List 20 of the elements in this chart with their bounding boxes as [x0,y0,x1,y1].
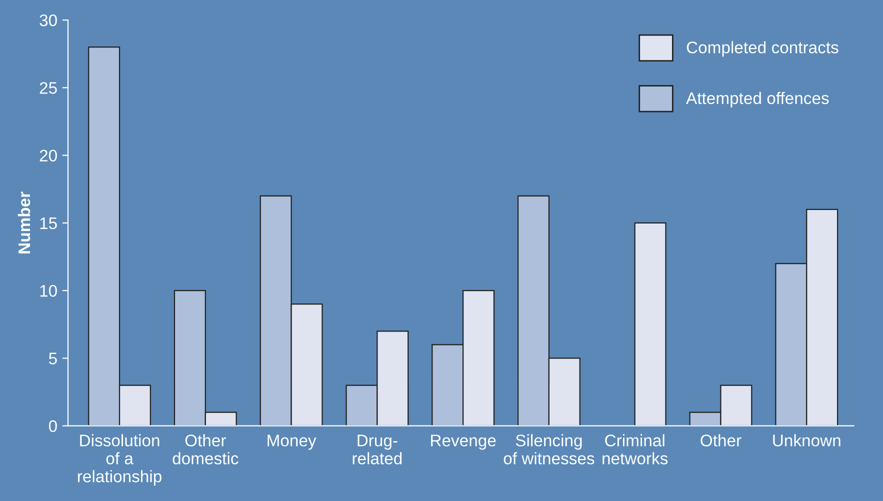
y-tick-label: 30 [40,14,57,26]
y-tick-label: 15 [40,218,57,230]
x-tick-label: Money [268,434,316,450]
x-tick-label: Revenge [431,434,496,450]
y-tick-label: 10 [40,284,57,297]
legend-label: Attempted offences [686,92,829,108]
y-tick-label: 5 [48,352,57,364]
legend-label: Completed contracts [686,41,838,57]
y-tick-label: 20 [40,150,57,162]
x-tick-label: Silencing of witnesses [504,434,594,464]
x-tick-label: Drug- related [352,434,402,464]
x-tick-label: Other [700,434,742,446]
x-tick-label: Criminal networks [602,434,668,464]
bar [634,222,666,426]
x-tick-label: Unknown [773,434,840,446]
x-tick-label: Dissolution of a relationship [78,434,162,486]
x-tick-label: Other domestic [172,434,238,464]
y-tick-label: 0 [48,420,57,432]
y-axis-title: Number [18,192,30,254]
y-tick-label: 25 [40,82,57,94]
